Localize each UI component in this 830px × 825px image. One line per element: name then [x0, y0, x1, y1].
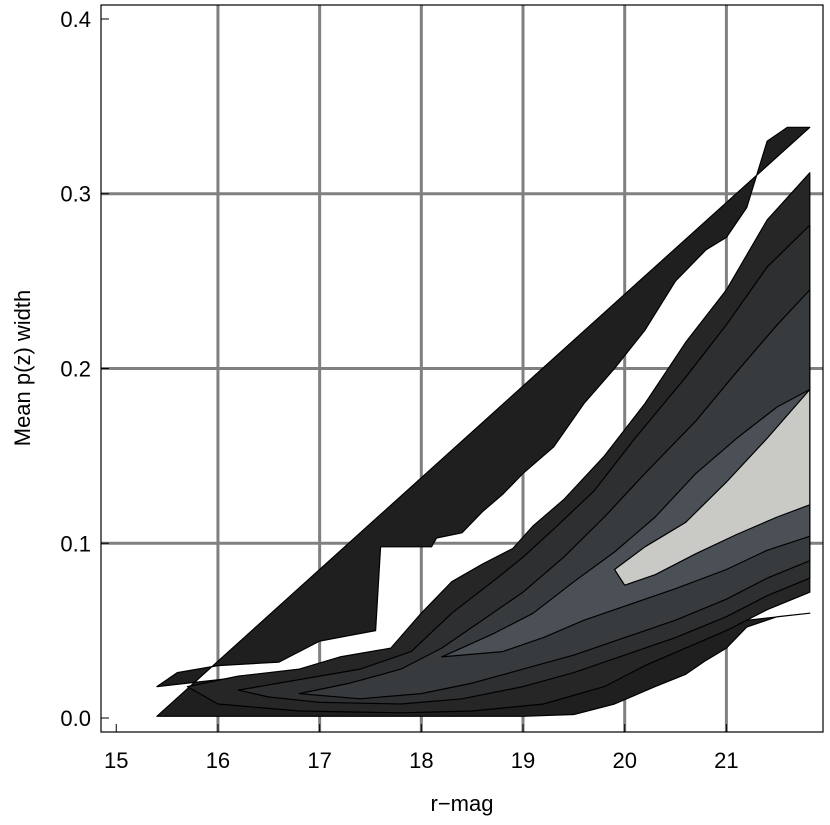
x-tick-labels: 15 16 17 18 19 20 21	[104, 748, 739, 773]
y-tick-label: 0.1	[60, 531, 91, 556]
x-tick-label: 19	[511, 748, 535, 773]
y-tick-label: 0.4	[60, 7, 91, 32]
x-tick-label: 20	[612, 748, 636, 773]
x-tick-label: 21	[714, 748, 738, 773]
contour-level-level-4	[298, 289, 811, 700]
y-tick-label: 0.3	[60, 182, 91, 207]
axis-ticks	[101, 18, 727, 732]
x-tick-label: 18	[409, 748, 433, 773]
contour-fills	[156, 126, 811, 717]
y-tick-label: 0.2	[60, 357, 91, 382]
x-axis-title: r−mag	[431, 791, 494, 816]
y-tick-labels: 0.0 0.1 0.2 0.3 0.4	[60, 7, 91, 731]
contour-level-outer	[156, 126, 811, 717]
x-tick-label: 17	[307, 748, 331, 773]
x-tick-label: 16	[206, 748, 230, 773]
y-tick-label: 0.0	[60, 706, 91, 731]
y-axis-title: Mean p(z) width	[10, 290, 35, 447]
x-tick-label: 15	[104, 748, 128, 773]
contour-level-peak	[613, 388, 811, 586]
